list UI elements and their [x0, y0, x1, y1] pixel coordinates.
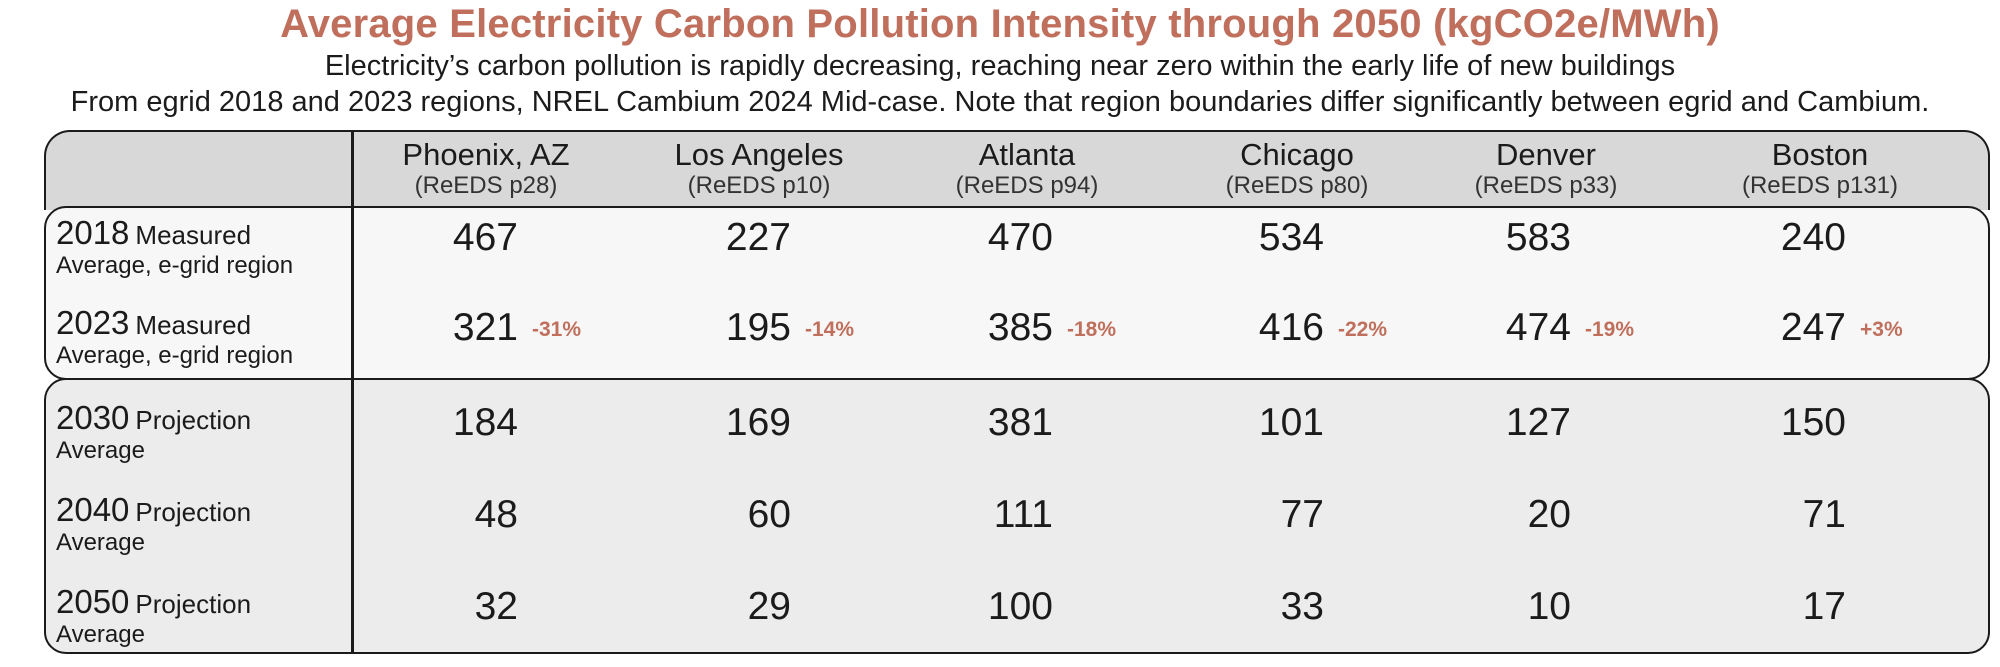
column-region-label: (ReEDS p94) — [955, 172, 1099, 199]
row-kind: Projection — [135, 405, 252, 435]
table-cell-value: 247 — [1780, 306, 1846, 349]
column-region-label: (ReEDS p131) — [1741, 172, 1899, 199]
row-label: 2030 Projection Average — [56, 399, 346, 465]
column-header: Boston (ReEDS p131) — [1690, 138, 1950, 200]
table-cell-value: 33 — [1280, 585, 1324, 628]
table-cell-value: 467 — [452, 216, 518, 259]
column-city-label: Chicago — [1240, 137, 1354, 172]
row-year: 2040 — [56, 491, 130, 528]
table-cell-value: 71 — [1802, 493, 1846, 536]
table-cell-value: 474 — [1505, 306, 1571, 349]
row-subtitle: Average — [56, 529, 145, 556]
row-kind: Measured — [135, 220, 252, 250]
column-city-label: Denver — [1496, 137, 1596, 172]
row-year: 2018 — [56, 214, 130, 251]
column-header: Phoenix, AZ (ReEDS p28) — [356, 138, 616, 200]
row-subtitle: Average — [56, 437, 145, 464]
column-city-label: Boston — [1771, 137, 1869, 172]
table-cell-value: 101 — [1258, 401, 1324, 444]
column-header: Los Angeles (ReEDS p10) — [629, 138, 889, 200]
table-cell-value: 385 — [987, 306, 1053, 349]
table-cell-value: 60 — [747, 493, 791, 536]
column-city-label: Phoenix, AZ — [402, 137, 570, 172]
table-cell-value: 381 — [987, 401, 1053, 444]
row-kind: Projection — [135, 589, 252, 619]
column-header: Denver (ReEDS p33) — [1416, 138, 1676, 200]
change-percent-badge: -19% — [1585, 318, 1635, 341]
projection-rows-panel — [44, 378, 1990, 654]
row-year: 2050 — [56, 583, 130, 620]
table-cell-value: 48 — [474, 493, 518, 536]
table-cell-value: 77 — [1280, 493, 1324, 536]
page-subtitle: Electricity’s carbon pollution is rapidl… — [324, 50, 1676, 82]
row-subtitle: Average, e-grid region — [56, 252, 294, 279]
table-cell-value: 127 — [1505, 401, 1571, 444]
change-percent-badge: -22% — [1338, 318, 1388, 341]
row-year: 2030 — [56, 399, 130, 436]
source-note: From egrid 2018 and 2023 regions, NREL C… — [70, 86, 1930, 118]
table-cell-value: 240 — [1780, 216, 1846, 259]
table-cell-value: 416 — [1258, 306, 1324, 349]
measured-rows-panel — [44, 206, 1990, 380]
row-year: 2023 — [56, 304, 130, 341]
page-title: Average Electricity Carbon Pollution Int… — [280, 2, 1720, 46]
table-cell-value: 20 — [1527, 493, 1571, 536]
column-header: Chicago (ReEDS p80) — [1167, 138, 1427, 200]
table-cell-value: 111 — [993, 493, 1053, 536]
table-header-panel — [44, 130, 1990, 210]
change-percent-badge: +3% — [1860, 318, 1903, 341]
column-city-label: Atlanta — [978, 137, 1076, 172]
row-subtitle: Average — [56, 621, 145, 648]
column-city-label: Los Angeles — [674, 137, 844, 172]
table-cell-value: 195 — [725, 306, 791, 349]
row-label: 2050 Projection Average — [56, 583, 346, 649]
row-kind: Measured — [135, 310, 252, 340]
table-cell-value: 150 — [1780, 401, 1846, 444]
row-kind: Projection — [135, 497, 252, 527]
table-cell-value: 100 — [987, 585, 1053, 628]
table-cell-value: 583 — [1505, 216, 1571, 259]
row-label: 2018 Measured Average, e-grid region — [56, 214, 346, 280]
table-cell-value: 169 — [725, 401, 791, 444]
table-cell-value: 32 — [474, 585, 518, 628]
table-cell-value: 17 — [1802, 585, 1846, 628]
column-region-label: (ReEDS p80) — [1225, 172, 1369, 199]
column-region-label: (ReEDS p10) — [687, 172, 831, 199]
change-percent-badge: -31% — [532, 318, 582, 341]
table-cell-value: 184 — [452, 401, 518, 444]
change-percent-badge: -14% — [805, 318, 855, 341]
change-percent-badge: -18% — [1067, 318, 1117, 341]
column-region-label: (ReEDS p33) — [1474, 172, 1618, 199]
table-cell-value: 321 — [452, 306, 518, 349]
column-header: Atlanta (ReEDS p94) — [897, 138, 1157, 200]
table-cell-value: 534 — [1258, 216, 1324, 259]
table-cell-value: 10 — [1527, 585, 1571, 628]
table-cell-value: 29 — [747, 585, 791, 628]
column-region-label: (ReEDS p28) — [414, 172, 558, 199]
table-cell-value: 227 — [725, 216, 791, 259]
row-label: 2023 Measured Average, e-grid region — [56, 304, 346, 370]
row-subtitle: Average, e-grid region — [56, 342, 294, 369]
table-cell-value: 470 — [987, 216, 1053, 259]
row-label: 2040 Projection Average — [56, 491, 346, 557]
label-column-divider — [351, 130, 354, 654]
